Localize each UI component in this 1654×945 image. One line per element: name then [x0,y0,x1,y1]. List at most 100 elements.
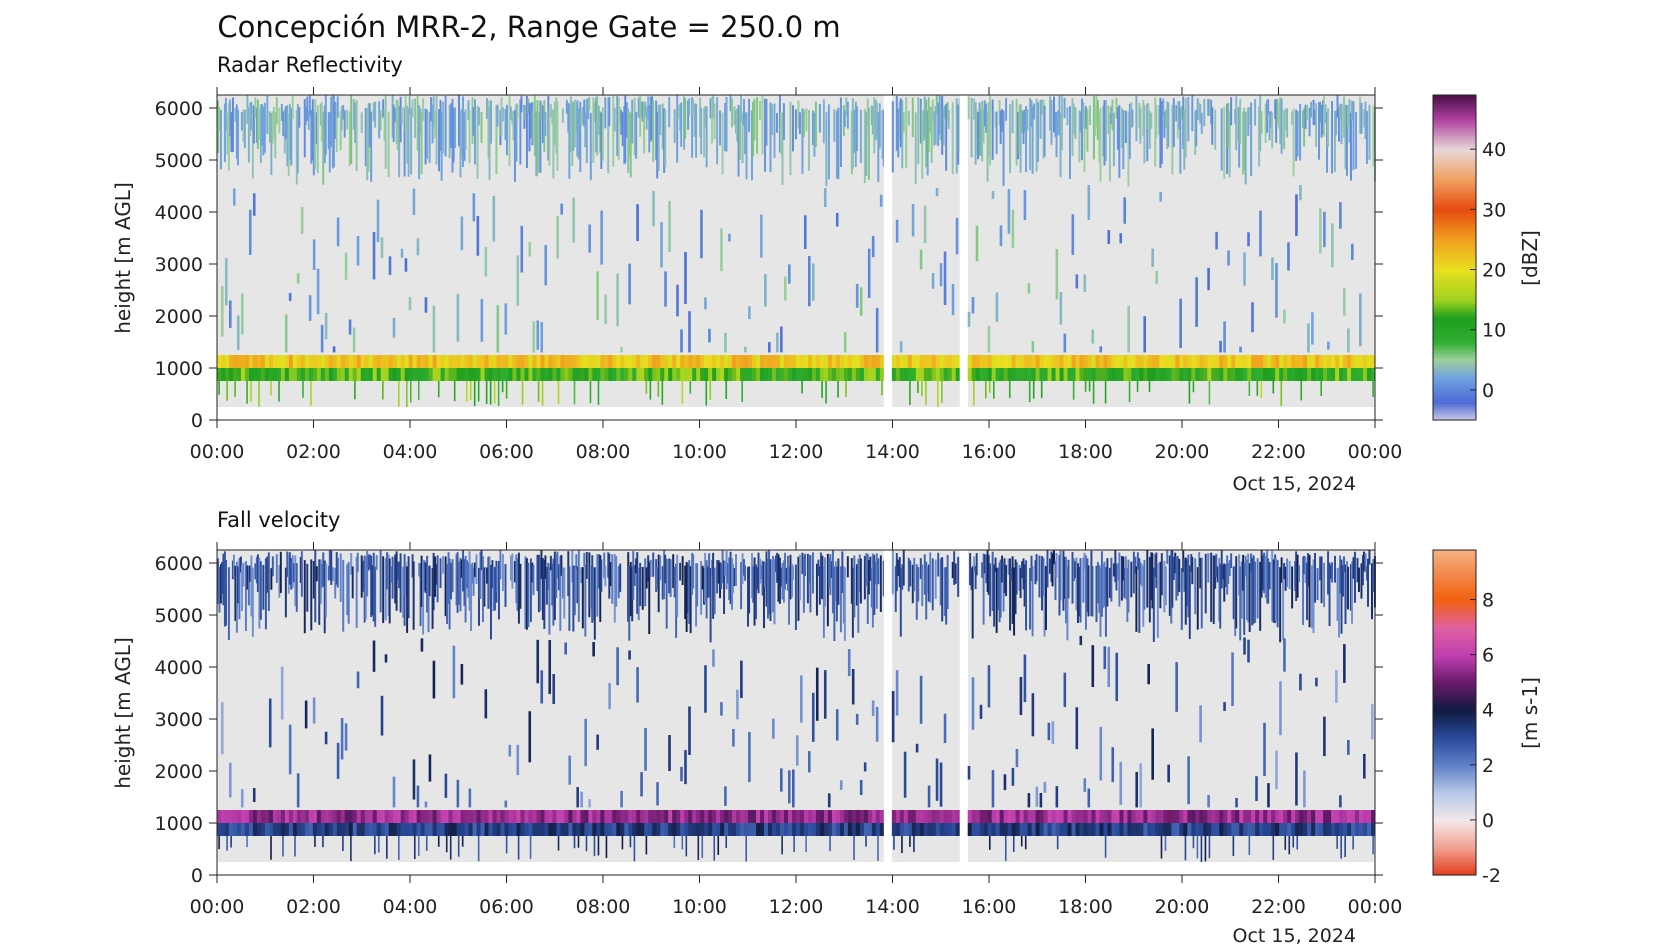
colorbar-segment [1433,368,1476,372]
rain-cell [696,368,701,381]
echo-cell [1337,567,1340,638]
bright-band-cell [1143,810,1148,823]
rain-cell [859,368,865,381]
echo-cell [973,98,976,120]
colorbar-segment [1433,409,1476,413]
echo-cell [748,306,751,320]
echo-cell [611,554,614,604]
rain-cell [1083,368,1088,381]
colorbar-segment [1433,761,1476,765]
echo-cell [689,381,692,394]
echo-cell [376,199,380,243]
rain-cell [480,823,485,836]
echo-cell [788,770,791,804]
echo-cell [230,112,233,153]
colorbar-segment [1433,338,1476,343]
rain-cell [1099,368,1104,381]
echo-cell [1364,101,1367,140]
echo-cell [217,100,219,154]
echo-cell [288,724,292,775]
bright-band-cell [344,355,350,368]
rain-cell [971,823,977,836]
rain-cell [688,368,693,381]
colorbar-segment [1433,750,1476,754]
echo-cell [644,558,647,607]
bright-band-cell [356,810,362,823]
colorbar-segment [1433,650,1476,654]
echo-cell [1220,550,1223,589]
echo-cell [346,564,349,616]
bright-band-cell [748,355,753,368]
echo-cell [942,107,945,146]
rain-cell [544,823,549,836]
rain-cell [512,823,517,836]
bright-band-cell [780,355,785,368]
rain-cell [772,823,777,836]
echo-cell [1248,563,1251,632]
echo-cell [665,558,668,629]
bright-band-cell [879,355,885,368]
bright-band-cell [1299,810,1304,823]
echo-cell [218,566,221,613]
bright-band-cell [444,810,449,823]
echo-cell [296,773,300,808]
colorbar-segment [1433,682,1476,687]
echo-cell [1035,98,1038,172]
rain-cell [1215,368,1220,381]
rain-cell [684,823,689,836]
bright-band-cell [412,355,418,368]
echo-cell [523,104,526,129]
rain-cell [859,823,865,836]
echo-cell [424,562,427,593]
echo-cell [863,109,866,184]
echo-cell [340,105,343,131]
echo-cell [248,103,251,137]
colorbar-segment [1433,238,1476,242]
echo-cell [427,566,430,633]
bright-band-cell [935,355,941,368]
echo-cell [1139,562,1142,585]
bright-band-cell [296,355,302,368]
echo-cell [631,566,634,622]
echo-cell [1150,552,1153,601]
echo-cell [509,555,512,581]
echo-cell [1024,836,1027,850]
echo-cell [919,249,923,270]
bright-band-cell [248,355,254,368]
bright-band-cell [760,810,765,823]
echo-cell [790,563,793,598]
rain-cell [1175,368,1180,381]
bright-band-cell [1211,355,1216,368]
echo-cell [1163,560,1166,613]
rain-cell [1343,368,1348,381]
echo-cell [796,735,799,766]
echo-cell [1312,99,1315,126]
rain-cell [983,368,989,381]
colorbar-segment [1433,233,1476,237]
echo-cell [1220,108,1223,171]
echo-cell [524,106,527,121]
echo-cell [1135,95,1138,142]
bright-band-cell [348,810,354,823]
echo-cell [501,554,504,592]
echo-cell [382,99,385,118]
bright-band-cell [628,810,633,823]
bright-band-cell [584,355,589,368]
bright-band-cell [380,355,386,368]
bright-band-cell [1135,355,1140,368]
rain-cell [1171,368,1176,381]
echo-cell [999,225,1003,247]
bright-band-cell [1259,810,1264,823]
echo-cell [1180,106,1183,120]
rain-cell [1211,823,1216,836]
bright-band-cell [368,810,374,823]
bright-band-cell [855,810,861,823]
echo-cell [258,108,261,141]
echo-cell [902,112,905,133]
echo-cell [612,95,615,167]
echo-cell [751,552,753,599]
rain-cell [1239,368,1244,381]
colorbar-segment [1433,387,1476,391]
colorbar-segment [1433,831,1476,835]
echo-cell [1215,231,1218,250]
